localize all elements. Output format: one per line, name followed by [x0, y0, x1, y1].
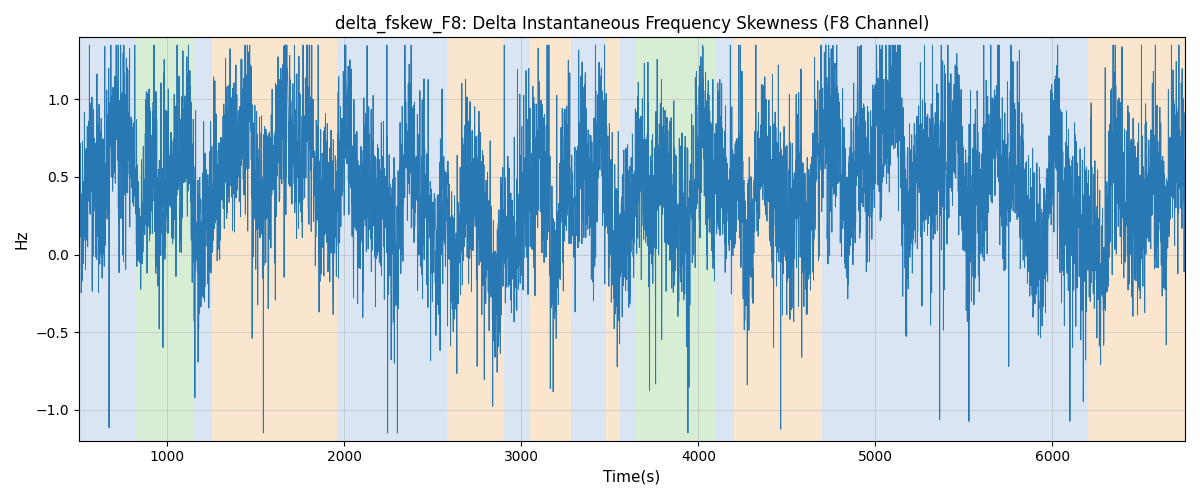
Bar: [733, 38, 822, 440]
Bar: [822, 38, 1087, 440]
Bar: [504, 38, 530, 440]
Bar: [716, 38, 733, 440]
Bar: [79, 38, 136, 440]
Bar: [211, 38, 337, 440]
X-axis label: Time(s): Time(s): [604, 470, 660, 485]
Bar: [635, 38, 716, 440]
Bar: [194, 38, 211, 440]
Bar: [606, 38, 620, 440]
Bar: [136, 38, 194, 440]
Bar: [620, 38, 635, 440]
Bar: [530, 38, 571, 440]
Bar: [571, 38, 606, 440]
Y-axis label: Hz: Hz: [14, 230, 30, 249]
Bar: [337, 38, 448, 440]
Title: delta_fskew_F8: Delta Instantaneous Frequency Skewness (F8 Channel): delta_fskew_F8: Delta Instantaneous Freq…: [335, 15, 929, 34]
Bar: [448, 38, 504, 440]
Bar: [1087, 38, 1186, 440]
